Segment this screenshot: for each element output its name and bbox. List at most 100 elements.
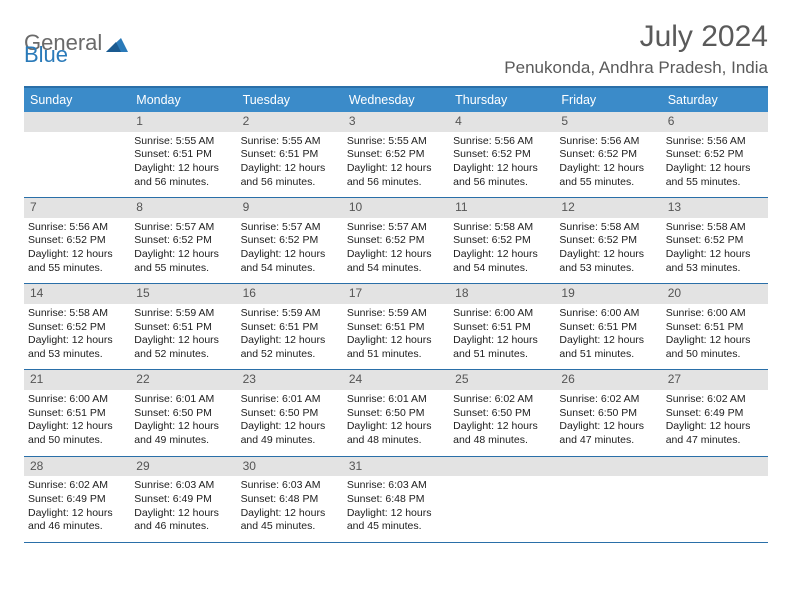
calendar-cell: 15Sunrise: 5:59 AMSunset: 6:51 PMDayligh…: [130, 284, 236, 370]
day-number: [24, 112, 130, 132]
calendar-cell: 25Sunrise: 6:02 AMSunset: 6:50 PMDayligh…: [449, 370, 555, 456]
day-number: 20: [662, 284, 768, 304]
calendar-grid: SundayMondayTuesdayWednesdayThursdayFrid…: [24, 86, 768, 543]
sunset-line: Sunset: 6:48 PM: [241, 493, 339, 507]
sunset-line: Sunset: 6:51 PM: [559, 321, 657, 335]
sunrise-line: Sunrise: 5:55 AM: [241, 135, 339, 149]
calendar-cell: 10Sunrise: 5:57 AMSunset: 6:52 PMDayligh…: [343, 198, 449, 284]
calendar-cell: 7Sunrise: 5:56 AMSunset: 6:52 PMDaylight…: [24, 198, 130, 284]
sunrise-line: Sunrise: 5:56 AM: [666, 135, 764, 149]
day-number: 17: [343, 284, 449, 304]
day-number: 2: [237, 112, 343, 132]
daylight-line: Daylight: 12 hours and 53 minutes.: [28, 334, 126, 361]
daylight-line: Daylight: 12 hours and 53 minutes.: [559, 248, 657, 275]
calendar-cell: 12 Sunrise: 5:58 AMSunset: 6:52 PMDayligh…: [555, 198, 661, 284]
sunset-line: Sunset: 6:49 PM: [28, 493, 126, 507]
sunrise-line: Sunrise: 6:00 AM: [666, 307, 764, 321]
sunset-line: Sunset: 6:48 PM: [347, 493, 445, 507]
sunset-line: Sunset: 6:52 PM: [666, 234, 764, 248]
daylight-line: Daylight: 12 hours and 55 minutes.: [28, 248, 126, 275]
sunrise-line: Sunrise: 6:00 AM: [559, 307, 657, 321]
weekday-header: Thursday: [449, 88, 555, 112]
day-number: 14: [24, 284, 130, 304]
daylight-line: Daylight: 12 hours and 51 minutes.: [559, 334, 657, 361]
calendar-cell: 5Sunrise: 5:56 AMSunset: 6:52 PMDaylight…: [555, 112, 661, 198]
daylight-line: Daylight: 12 hours and 46 minutes.: [134, 507, 232, 534]
sunrise-line: Sunrise: 6:01 AM: [134, 393, 232, 407]
sunset-line: Sunset: 6:49 PM: [666, 407, 764, 421]
sunrise-line: Sunrise: 5:59 AM: [134, 307, 232, 321]
day-number: 29: [130, 457, 236, 477]
sunset-line: Sunset: 6:51 PM: [134, 321, 232, 335]
calendar-cell: [24, 112, 130, 198]
daylight-line: Daylight: 12 hours and 51 minutes.: [347, 334, 445, 361]
daylight-line: Daylight: 12 hours and 46 minutes.: [28, 507, 126, 534]
sunset-line: Sunset: 6:52 PM: [453, 234, 551, 248]
day-number: [662, 457, 768, 477]
daylight-line: Daylight: 12 hours and 56 minutes.: [241, 162, 339, 189]
sunset-line: Sunset: 6:52 PM: [559, 234, 657, 248]
day-number: 7: [24, 198, 130, 218]
sunrise-line: Sunrise: 6:01 AM: [347, 393, 445, 407]
day-number: 24: [343, 370, 449, 390]
day-number: 6: [662, 112, 768, 132]
daylight-line: Daylight: 12 hours and 56 minutes.: [134, 162, 232, 189]
calendar-cell: 11Sunrise: 5:58 AMSunset: 6:52 PMDayligh…: [449, 198, 555, 284]
location: Penukonda, Andhra Pradesh, India: [504, 58, 768, 78]
day-number: 9: [237, 198, 343, 218]
daylight-line: Daylight: 12 hours and 52 minutes.: [241, 334, 339, 361]
sunset-line: Sunset: 6:51 PM: [134, 148, 232, 162]
calendar-cell: 2 Sunrise: 5:55 AMSunset: 6:51 PMDaylight…: [237, 112, 343, 198]
calendar-cell: 29Sunrise: 6:03 AMSunset: 6:49 PMDayligh…: [130, 457, 236, 543]
sunset-line: Sunset: 6:52 PM: [241, 234, 339, 248]
daylight-line: Daylight: 12 hours and 47 minutes.: [666, 420, 764, 447]
daylight-line: Daylight: 12 hours and 49 minutes.: [241, 420, 339, 447]
calendar-cell: 1Sunrise: 5:55 AMSunset: 6:51 PMDaylight…: [130, 112, 236, 198]
calendar-cell: 4Sunrise: 5:56 AMSunset: 6:52 PMDaylight…: [449, 112, 555, 198]
sunrise-line: Sunrise: 5:55 AM: [134, 135, 232, 149]
calendar-cell: 9Sunrise: 5:57 AMSunset: 6:52 PMDaylight…: [237, 198, 343, 284]
daylight-line: Daylight: 12 hours and 55 minutes.: [134, 248, 232, 275]
daylight-line: Daylight: 12 hours and 49 minutes.: [134, 420, 232, 447]
sunrise-line: Sunrise: 6:00 AM: [28, 393, 126, 407]
sunset-line: Sunset: 6:50 PM: [241, 407, 339, 421]
sunset-line: Sunset: 6:50 PM: [347, 407, 445, 421]
sunrise-line: Sunrise: 6:02 AM: [666, 393, 764, 407]
day-number: 19: [555, 284, 661, 304]
sunrise-line: Sunrise: 6:03 AM: [134, 479, 232, 493]
calendar-cell: 16Sunrise: 5:59 AMSunset: 6:51 PMDayligh…: [237, 284, 343, 370]
sunrise-line: Sunrise: 5:58 AM: [453, 221, 551, 235]
day-number: 31: [343, 457, 449, 477]
day-number: 28: [24, 457, 130, 477]
sunset-line: Sunset: 6:51 PM: [453, 321, 551, 335]
sunset-line: Sunset: 6:51 PM: [241, 148, 339, 162]
day-number: 4: [449, 112, 555, 132]
month-title: July 2024: [504, 20, 768, 54]
sunrise-line: Sunrise: 5:56 AM: [559, 135, 657, 149]
day-number: 16: [237, 284, 343, 304]
sunset-line: Sunset: 6:52 PM: [559, 148, 657, 162]
sunset-line: Sunset: 6:52 PM: [28, 321, 126, 335]
weekday-header: Tuesday: [237, 88, 343, 112]
calendar-cell: 13Sunrise: 5:58 AMSunset: 6:52 PMDayligh…: [662, 198, 768, 284]
sunrise-line: Sunrise: 5:58 AM: [559, 221, 657, 235]
daylight-line: Daylight: 12 hours and 54 minutes.: [241, 248, 339, 275]
day-number: 3: [343, 112, 449, 132]
sunrise-line: Sunrise: 5:58 AM: [28, 307, 126, 321]
calendar-cell: 3Sunrise: 5:55 AMSunset: 6:52 PMDaylight…: [343, 112, 449, 198]
sunrise-line: Sunrise: 6:03 AM: [241, 479, 339, 493]
calendar-cell: 17Sunrise: 5:59 AMSunset: 6:51 PMDayligh…: [343, 284, 449, 370]
calendar-cell: 31Sunrise: 6:03 AMSunset: 6:48 PMDayligh…: [343, 457, 449, 543]
day-number: 12: [555, 198, 661, 218]
day-number: 22: [130, 370, 236, 390]
daylight-line: Daylight: 12 hours and 55 minutes.: [559, 162, 657, 189]
daylight-line: Daylight: 12 hours and 52 minutes.: [134, 334, 232, 361]
day-number: 8: [130, 198, 236, 218]
logo-text-blue: Blue: [24, 42, 68, 68]
sunrise-line: Sunrise: 5:57 AM: [347, 221, 445, 235]
day-number: 25: [449, 370, 555, 390]
sunrise-line: Sunrise: 5:56 AM: [453, 135, 551, 149]
day-number: 18: [449, 284, 555, 304]
day-number: 30: [237, 457, 343, 477]
sunrise-line: Sunrise: 5:59 AM: [241, 307, 339, 321]
